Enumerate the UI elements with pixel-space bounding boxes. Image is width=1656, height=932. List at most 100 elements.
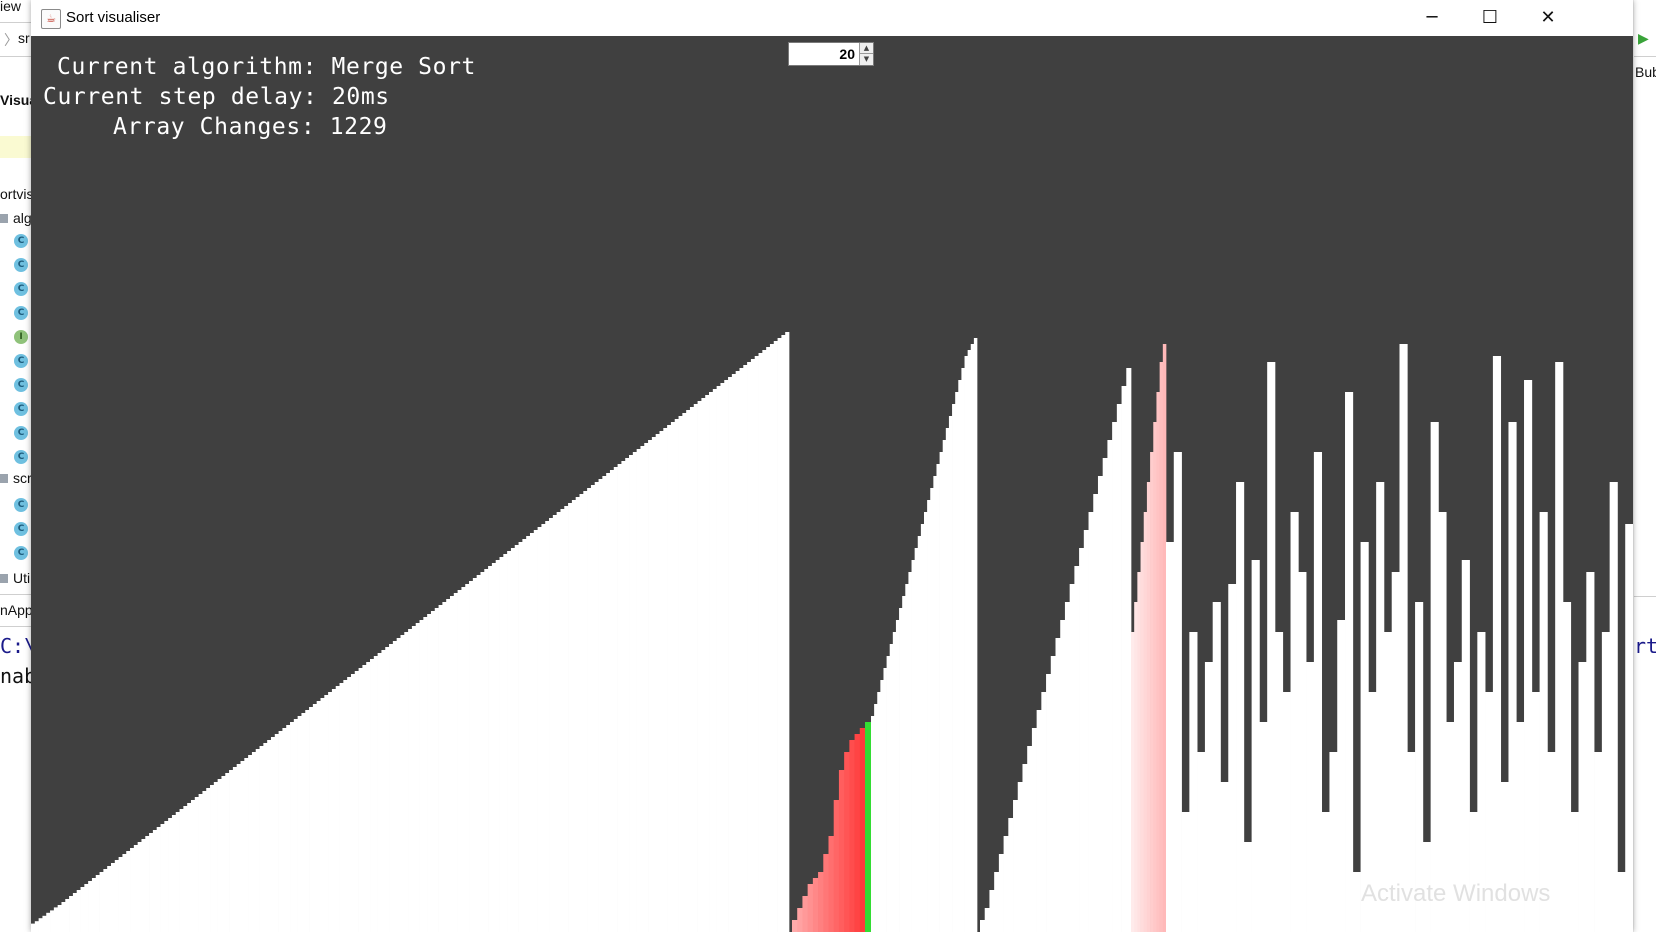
bar <box>587 488 592 932</box>
bar <box>644 443 649 932</box>
ide-project-panel-title: Visua <box>0 92 31 108</box>
compare-bar <box>849 740 855 932</box>
class-icon[interactable]: C <box>14 522 28 536</box>
bar <box>1251 560 1260 932</box>
bar <box>267 740 272 932</box>
spinner-up-button[interactable]: ▲ <box>859 43 873 54</box>
current-bar <box>865 722 872 932</box>
bar <box>377 653 382 932</box>
title-bar[interactable]: ☕ Sort visualiser ─ ☐ ✕ <box>31 0 1633 36</box>
bar <box>1524 380 1533 932</box>
bar <box>69 896 74 932</box>
bar <box>1204 662 1214 932</box>
class-icon[interactable]: C <box>14 354 28 368</box>
bar <box>76 890 81 932</box>
bar <box>133 845 138 932</box>
class-icon[interactable]: C <box>14 234 28 248</box>
bar <box>899 608 903 932</box>
bar <box>750 359 756 932</box>
bar <box>682 413 687 932</box>
bar <box>1508 422 1517 932</box>
class-icon[interactable]: C <box>14 546 28 560</box>
spinner-down-button[interactable]: ▼ <box>859 54 873 65</box>
compare-bar <box>833 800 840 932</box>
bar <box>871 716 875 932</box>
delay-spinner-field[interactable]: 20 <box>839 46 855 62</box>
bar <box>84 884 89 932</box>
highlight-bar <box>1162 344 1167 932</box>
delay-spinner[interactable]: 20 ▲ ▼ <box>788 42 874 66</box>
bar <box>1446 722 1455 932</box>
close-button[interactable]: ✕ <box>1540 7 1556 28</box>
bar <box>190 800 196 932</box>
bar <box>1492 356 1502 932</box>
class-icon[interactable]: C <box>14 450 28 464</box>
maximize-button[interactable]: ☐ <box>1481 7 1499 28</box>
bar <box>114 860 119 932</box>
bar <box>465 584 470 932</box>
bar <box>347 677 352 932</box>
bar <box>518 542 523 932</box>
bar <box>373 656 378 932</box>
bar <box>636 449 641 932</box>
class-icon[interactable]: C <box>14 306 28 320</box>
bar <box>65 899 70 932</box>
bar <box>552 515 557 932</box>
bar <box>171 815 177 932</box>
bar <box>1352 872 1361 932</box>
bar <box>270 737 276 932</box>
bar <box>526 536 531 932</box>
bar <box>1485 692 1494 932</box>
bar <box>1453 662 1463 932</box>
class-icon[interactable]: C <box>14 258 28 272</box>
ide-run-tab[interactable]: nApp <box>0 602 31 618</box>
run-icon[interactable]: ▶ <box>1638 30 1649 46</box>
bar <box>1046 674 1052 932</box>
bar <box>970 344 975 932</box>
bar <box>1083 530 1089 932</box>
bar <box>34 921 39 932</box>
bar <box>1516 722 1525 932</box>
minimize-button[interactable]: ─ <box>1426 7 1438 28</box>
bar <box>103 869 108 932</box>
bar <box>1422 842 1431 932</box>
bar <box>930 488 934 932</box>
class-icon[interactable]: C <box>14 378 28 392</box>
bar <box>575 497 580 932</box>
bar <box>686 410 691 932</box>
bar <box>510 548 516 932</box>
ide-tree-package[interactable]: Uti <box>13 570 31 586</box>
bar <box>1360 542 1369 932</box>
ide-tree-package[interactable]: scr <box>13 470 31 486</box>
class-icon[interactable]: C <box>14 426 28 440</box>
bar <box>728 377 733 932</box>
bar <box>773 341 778 932</box>
highlight-bar <box>1143 512 1148 932</box>
bar <box>1022 764 1028 932</box>
class-icon[interactable]: C <box>14 282 28 296</box>
ide-run-config[interactable]: Bub <box>1635 64 1656 80</box>
bar <box>175 812 180 932</box>
bar <box>488 566 493 932</box>
ide-tree-package[interactable]: alg <box>13 210 31 226</box>
bar <box>1500 782 1509 932</box>
window-title: Sort visualiser <box>66 9 161 26</box>
bar <box>446 599 451 932</box>
bar <box>659 431 664 932</box>
ide-tree-root[interactable]: ortvis <box>0 186 31 202</box>
highlight-bar <box>1146 482 1151 932</box>
bar <box>1539 512 1548 932</box>
interface-icon[interactable]: I <box>14 330 28 344</box>
class-icon[interactable]: C <box>14 402 28 416</box>
ide-menu-view[interactable]: iew <box>0 0 22 14</box>
bar <box>358 668 363 932</box>
bar <box>712 389 717 932</box>
bar <box>895 620 900 932</box>
class-icon[interactable]: C <box>14 498 28 512</box>
ide-breadcrumb[interactable]: sr <box>18 30 30 46</box>
bar <box>1243 842 1252 932</box>
ide-separator <box>0 594 31 595</box>
compare-bar <box>828 836 835 932</box>
bar <box>1036 710 1042 932</box>
bar <box>286 725 291 932</box>
